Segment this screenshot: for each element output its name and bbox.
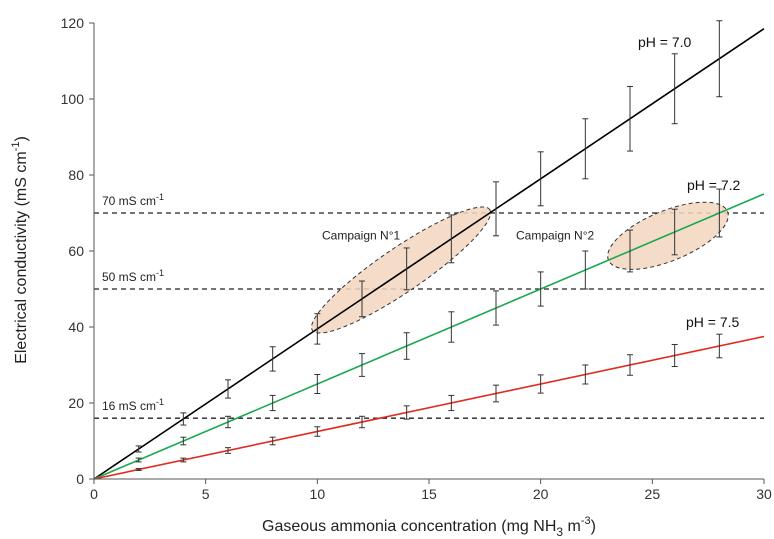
- axes: 0 5 10 15 20 25 30 0 20 40 60 80 100 120: [61, 15, 772, 502]
- error-bar: [448, 311, 455, 343]
- error-bar: [180, 412, 187, 426]
- y-tick-label: 100: [61, 91, 85, 107]
- x-tick-label: 10: [310, 486, 326, 502]
- series-line: [93, 28, 765, 480]
- data-series: pH = 7.0 pH = 7.2 pH = 7.5: [93, 20, 765, 480]
- series-label: pH = 7.5: [686, 314, 740, 330]
- error-bar: [359, 353, 365, 377]
- error-bar: [403, 405, 410, 420]
- error-bar: [716, 333, 723, 359]
- error-bar: [314, 426, 321, 437]
- error-bar: [225, 379, 231, 399]
- error-bar: [582, 250, 589, 290]
- series-0: [93, 20, 765, 480]
- campaign-label: Campaign N°2: [516, 229, 594, 243]
- error-bar: [493, 384, 499, 403]
- error-bar: [225, 447, 231, 454]
- campaign-ellipse: [311, 206, 492, 334]
- series-label: pH = 7.0: [638, 34, 692, 50]
- y-tick-label: 120: [61, 15, 85, 31]
- error-bar: [314, 313, 321, 345]
- series-label: pH = 7.2: [687, 177, 741, 193]
- error-bar: [269, 394, 276, 412]
- error-bar: [627, 85, 633, 152]
- series-line: [93, 335, 765, 480]
- threshold-label: 16 mS cm-1: [102, 397, 164, 413]
- series-line: [93, 193, 765, 480]
- campaign-regions: Campaign N°1 Campaign N°2: [311, 201, 729, 334]
- error-bar: [359, 280, 365, 318]
- series-2: [93, 333, 765, 480]
- error-bar: [537, 271, 544, 307]
- error-bar: [537, 374, 544, 394]
- error-bar: [403, 247, 410, 291]
- error-bar: [493, 290, 499, 326]
- y-tick-label: 60: [68, 243, 84, 259]
- campaign-ellipse: [607, 201, 729, 270]
- error-bar: [269, 346, 276, 372]
- error-bar: [671, 343, 678, 368]
- threshold-label: 50 mS cm-1: [102, 268, 164, 284]
- error-bar: [180, 436, 187, 446]
- y-tick-label: 0: [76, 471, 84, 487]
- threshold-lines: 70 mS cm-1 50 mS cm-1 16 mS cm-1: [94, 192, 764, 419]
- error-bar: [448, 394, 455, 412]
- x-tick-label: 0: [90, 486, 98, 502]
- error-bar: [269, 436, 276, 446]
- error-bar: [225, 415, 231, 429]
- error-bar: [135, 457, 142, 463]
- error-bar: [582, 364, 589, 385]
- y-tick-label: 20: [68, 395, 84, 411]
- x-axis-title: Gaseous ammonia concentration (mg NH3 m-…: [262, 515, 596, 539]
- y-axis-title: Electrical conductivity (mS cm-1): [10, 136, 30, 364]
- x-tick-label: 5: [202, 486, 210, 502]
- error-bar: [135, 468, 142, 471]
- threshold-label: 70 mS cm-1: [102, 192, 164, 208]
- error-bar: [135, 445, 142, 453]
- series-1: [93, 188, 765, 480]
- error-bar: [359, 415, 365, 429]
- error-bar: [537, 151, 544, 207]
- error-bar: [671, 208, 678, 256]
- error-bar: [314, 374, 321, 394]
- error-bar: [403, 332, 410, 360]
- error-bar: [493, 181, 499, 237]
- y-tick-label: 40: [68, 319, 84, 335]
- x-tick-label: 15: [421, 486, 437, 502]
- y-tick-label: 80: [68, 167, 84, 183]
- error-bar: [582, 118, 589, 180]
- error-bar: [716, 20, 723, 98]
- x-tick-label: 20: [533, 486, 549, 502]
- error-bar: [627, 229, 633, 273]
- error-bar: [627, 354, 633, 376]
- x-tick-label: 30: [756, 486, 772, 502]
- x-tick-label: 25: [645, 486, 661, 502]
- error-bar: [180, 457, 187, 463]
- error-bar: [716, 188, 723, 238]
- campaign-label: Campaign N°1: [322, 229, 400, 243]
- error-bar: [671, 53, 678, 125]
- error-bar: [448, 214, 455, 264]
